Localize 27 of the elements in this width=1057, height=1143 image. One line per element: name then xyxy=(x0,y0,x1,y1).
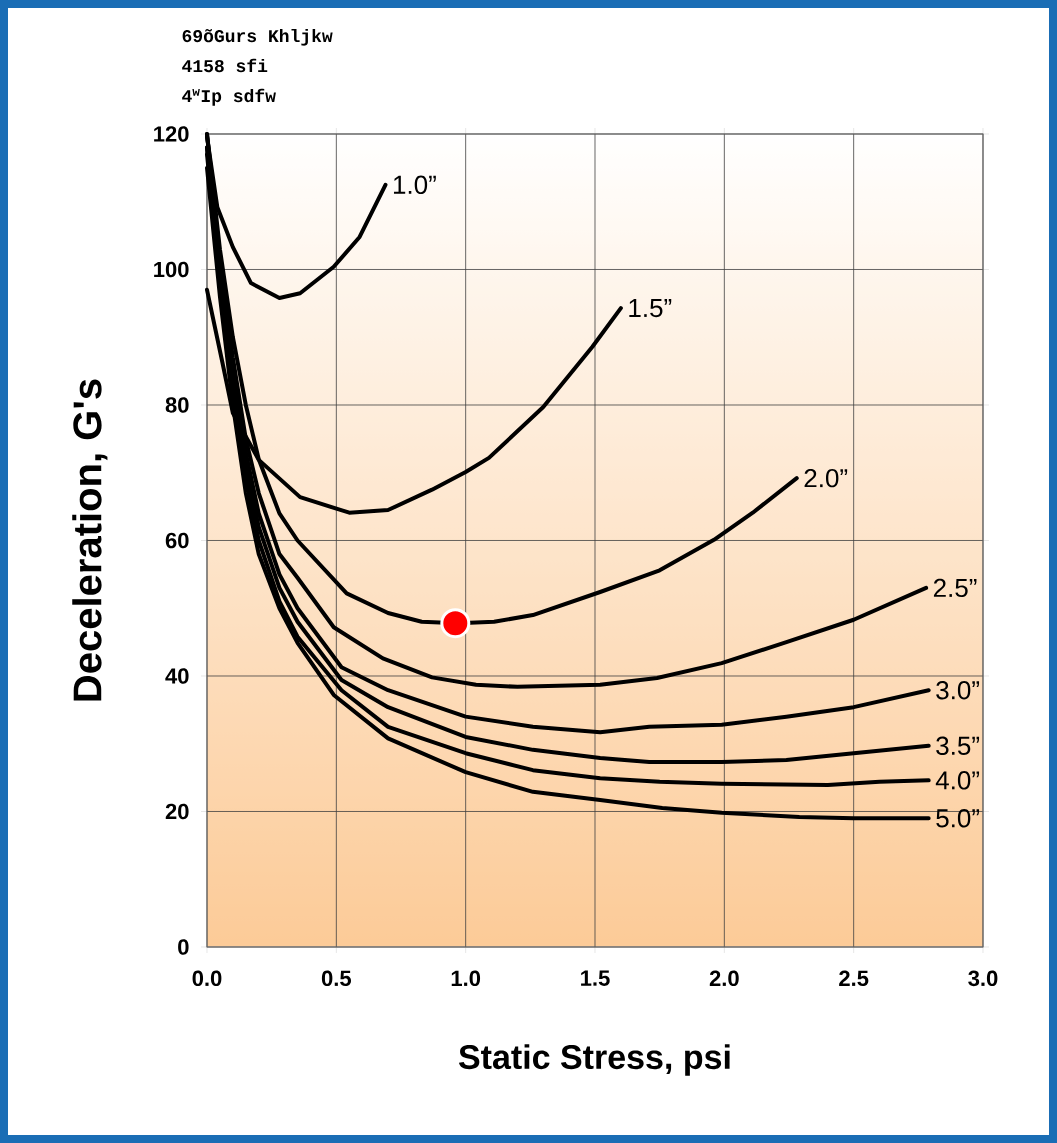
x-axis-title: Static Stress, psi xyxy=(458,1044,730,1076)
y-tick-label: 120 xyxy=(154,126,189,142)
series-label: 3.0” xyxy=(936,681,980,700)
x-tick-label: 3.0 xyxy=(968,970,998,987)
y-tick-label: 80 xyxy=(165,397,189,413)
series-label: 3.5” xyxy=(936,736,980,755)
series-label: 2.5” xyxy=(933,578,977,598)
text: 4158 sfi xyxy=(182,58,268,73)
series-label: 4.0” xyxy=(935,771,980,790)
y-axis-title: Deceleration, G's xyxy=(72,379,108,701)
x-tick-label: 2.0 xyxy=(709,970,739,987)
series-label: 1.0” xyxy=(393,175,436,195)
series-label: 2.0” xyxy=(804,468,848,488)
series-label: 1.5” xyxy=(629,299,672,318)
series-label: 5.0” xyxy=(936,809,980,828)
x-tick-label: 0.5 xyxy=(321,970,352,987)
y-tick-label: 40 xyxy=(165,668,189,684)
y-tick-label: 0 xyxy=(178,939,189,955)
y-tick-label: 60 xyxy=(165,532,189,549)
x-tick-label: 1.5 xyxy=(581,970,610,986)
x-tick-label: 0.0 xyxy=(192,970,222,987)
y-tick-label: 100 xyxy=(154,261,189,278)
text: 69õGurs Khljkw xyxy=(182,28,333,46)
y-tick-label: 20 xyxy=(165,803,189,820)
x-tick-label: 1.0 xyxy=(451,970,481,987)
text: 4$^{w}$Ip sdfw xyxy=(182,88,276,106)
x-tick-label: 2.5 xyxy=(839,970,869,987)
